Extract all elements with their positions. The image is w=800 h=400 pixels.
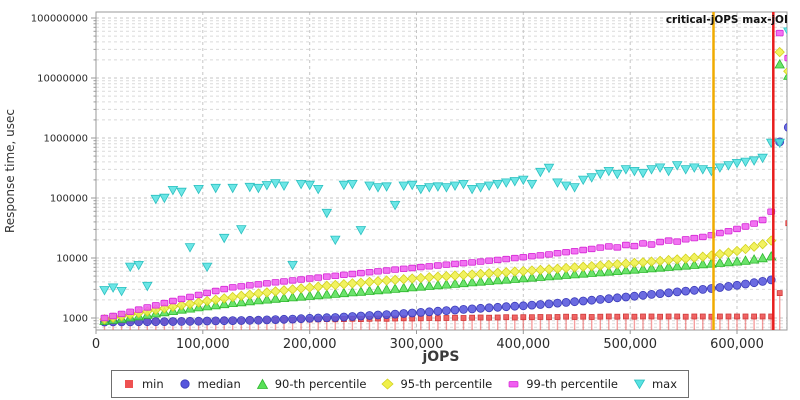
- legend-item-90th: 90-th percentile: [256, 377, 367, 391]
- svg-text:100,000: 100,000: [176, 337, 230, 352]
- min-marker-icon: [124, 380, 133, 388]
- legend-item-max: max: [633, 377, 677, 391]
- svg-text:600,000: 600,000: [710, 337, 764, 352]
- vline-layer: [712, 12, 775, 330]
- max-jops-label: max-jOPS: [742, 14, 799, 26]
- svg-text:500,000: 500,000: [603, 337, 657, 352]
- svg-text:10000000: 10000000: [37, 74, 88, 85]
- p95-marker-icon: [381, 378, 395, 390]
- legend-label-95th: 95-th percentile: [400, 377, 493, 391]
- legend-label-median: median: [197, 377, 241, 391]
- legend-label-99th: 99-th percentile: [526, 377, 618, 391]
- max-marker-icon: [633, 379, 646, 390]
- legend-item-99th: 99-th percentile: [507, 377, 618, 391]
- legend-item-median: median: [179, 377, 241, 391]
- p90-marker-icon: [256, 378, 268, 389]
- p99-marker-icon: [508, 381, 519, 388]
- svg-text:100000: 100000: [50, 194, 88, 205]
- x-axis-title: jOPS: [421, 349, 459, 365]
- svg-text:200,000: 200,000: [283, 337, 337, 352]
- svg-text:10000: 10000: [56, 254, 88, 265]
- legend-item-95th: 95-th percentile: [381, 377, 492, 391]
- legend-item-min: min: [123, 377, 164, 391]
- grid-layer: [96, 12, 787, 330]
- legend-label-90th: 90-th percentile: [274, 377, 367, 391]
- svg-text:300,000: 300,000: [390, 337, 444, 352]
- axis-layer: 1000 10000 100000 1000000 10000000 100000000 0…: [31, 11, 788, 352]
- svg-text:1000000: 1000000: [43, 134, 88, 145]
- critical-jops-label: critical-jOPS: [666, 14, 739, 26]
- chart-canvas: 1000 10000 100000 1000000 10000000 100000000 0…: [3, 11, 799, 365]
- legend-label-max: max: [651, 377, 678, 391]
- svg-text:400,000: 400,000: [496, 337, 550, 352]
- legend-box: min median 90-th percentile 95-th percen…: [110, 370, 690, 398]
- svg-text:100000000: 100000000: [31, 14, 88, 25]
- legend-label-min: min: [141, 377, 164, 391]
- legend: min median 90-th percentile 95-th percen…: [0, 370, 800, 398]
- svg-text:1000: 1000: [63, 314, 88, 325]
- y-axis-title: Response time, usec: [3, 109, 17, 233]
- series-layer: [99, 27, 787, 330]
- median-marker-icon: [180, 379, 190, 389]
- svg-text:0: 0: [92, 337, 100, 352]
